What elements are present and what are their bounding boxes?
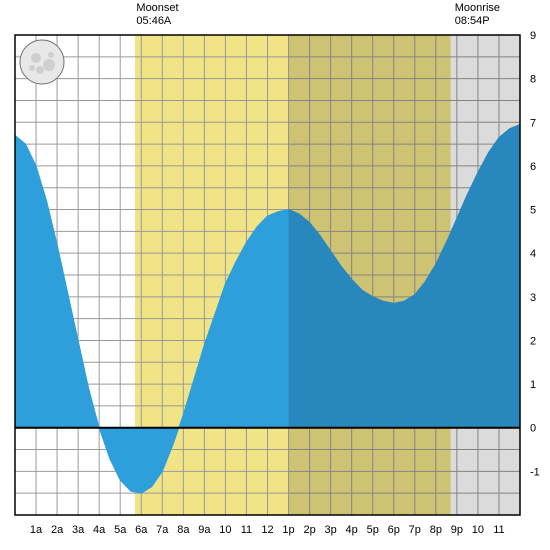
y-tick-label: 5 [530,205,536,217]
moonrise-time: 08:54P [455,15,500,28]
x-tick-label: 6a [135,524,148,536]
y-tick-label: 2 [530,335,536,347]
x-tick-label: 12 [261,524,273,536]
moonset-time: 05:46A [136,15,178,28]
y-tick-label: 0 [530,423,536,435]
chart-svg: -101234567891a2a3a4a5a6a7a8a9a1011121p2p… [0,0,550,550]
x-tick-label: 2a [51,524,64,536]
x-tick-label: 9a [198,524,211,536]
x-tick-label: 4p [346,524,358,536]
y-tick-label: 1 [530,379,536,391]
y-tick-label: 6 [530,161,536,173]
y-tick-label: 8 [530,74,536,86]
y-tick-label: 4 [530,248,536,260]
x-tick-label: 11 [241,524,252,536]
x-tick-label: 11 [493,524,504,536]
x-axis-labels: 1a 2a 3a 4a 5a 6a 7a 8a 9a 10 11 12 1p 2p 3p 4p 5p 6p 7p 8p… [30,524,505,536]
pm-shade [289,35,520,515]
x-tick-label: 5a [114,524,127,536]
tide-chart: Moonset 05:46A Moonrise 08:54P -10123456… [0,0,550,550]
x-tick-label: 9p [451,524,463,536]
y-tick-label: -1 [530,466,540,478]
moon-icon [20,40,64,84]
x-tick-label: 7a [156,524,169,536]
y-tick-label: 7 [530,117,536,129]
x-tick-label: 10 [219,524,231,536]
x-tick-label: 1p [282,524,294,536]
moonrise-label: Moonrise 08:54P [455,2,500,28]
x-tick-label: 3p [325,524,337,536]
x-tick-label: 7p [409,524,421,536]
y-axis-labels: -1 0 1 2 3 4 5 6 7 8 9 [530,30,540,478]
moonrise-title: Moonrise [455,2,500,15]
x-tick-label: 8a [177,524,190,536]
x-tick-label: 4a [93,524,106,536]
moonset-label: Moonset 05:46A [136,2,178,28]
x-tick-label: 10 [472,524,484,536]
y-tick-label: 9 [530,30,536,42]
y-tick-label: 3 [530,292,536,304]
x-tick-label: 5p [367,524,379,536]
x-tick-label: 1a [30,524,43,536]
x-tick-label: 8p [430,524,442,536]
moonset-title: Moonset [136,2,178,15]
x-tick-label: 3a [72,524,85,536]
x-tick-label: 2p [303,524,315,536]
x-tick-label: 6p [388,524,400,536]
